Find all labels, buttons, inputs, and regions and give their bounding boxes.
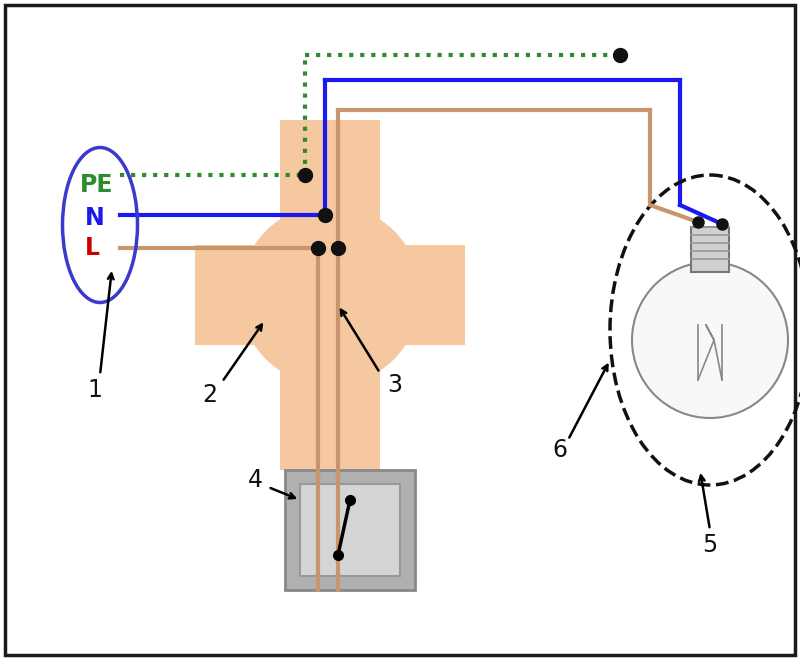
Text: 4: 4 (247, 468, 262, 492)
Text: 5: 5 (702, 533, 718, 557)
Text: L: L (85, 236, 99, 260)
Text: PE: PE (80, 173, 114, 197)
Text: N: N (85, 206, 105, 230)
Bar (195, 245, 465, 345)
Circle shape (632, 262, 788, 418)
Circle shape (240, 205, 420, 385)
Text: 2: 2 (202, 383, 218, 407)
Text: 1: 1 (87, 378, 102, 402)
Bar (300, 484, 400, 576)
Text: 3: 3 (387, 373, 402, 397)
Bar (280, 120, 380, 470)
Bar (285, 470, 415, 590)
Bar (691, 227, 729, 272)
Text: 6: 6 (553, 438, 567, 462)
